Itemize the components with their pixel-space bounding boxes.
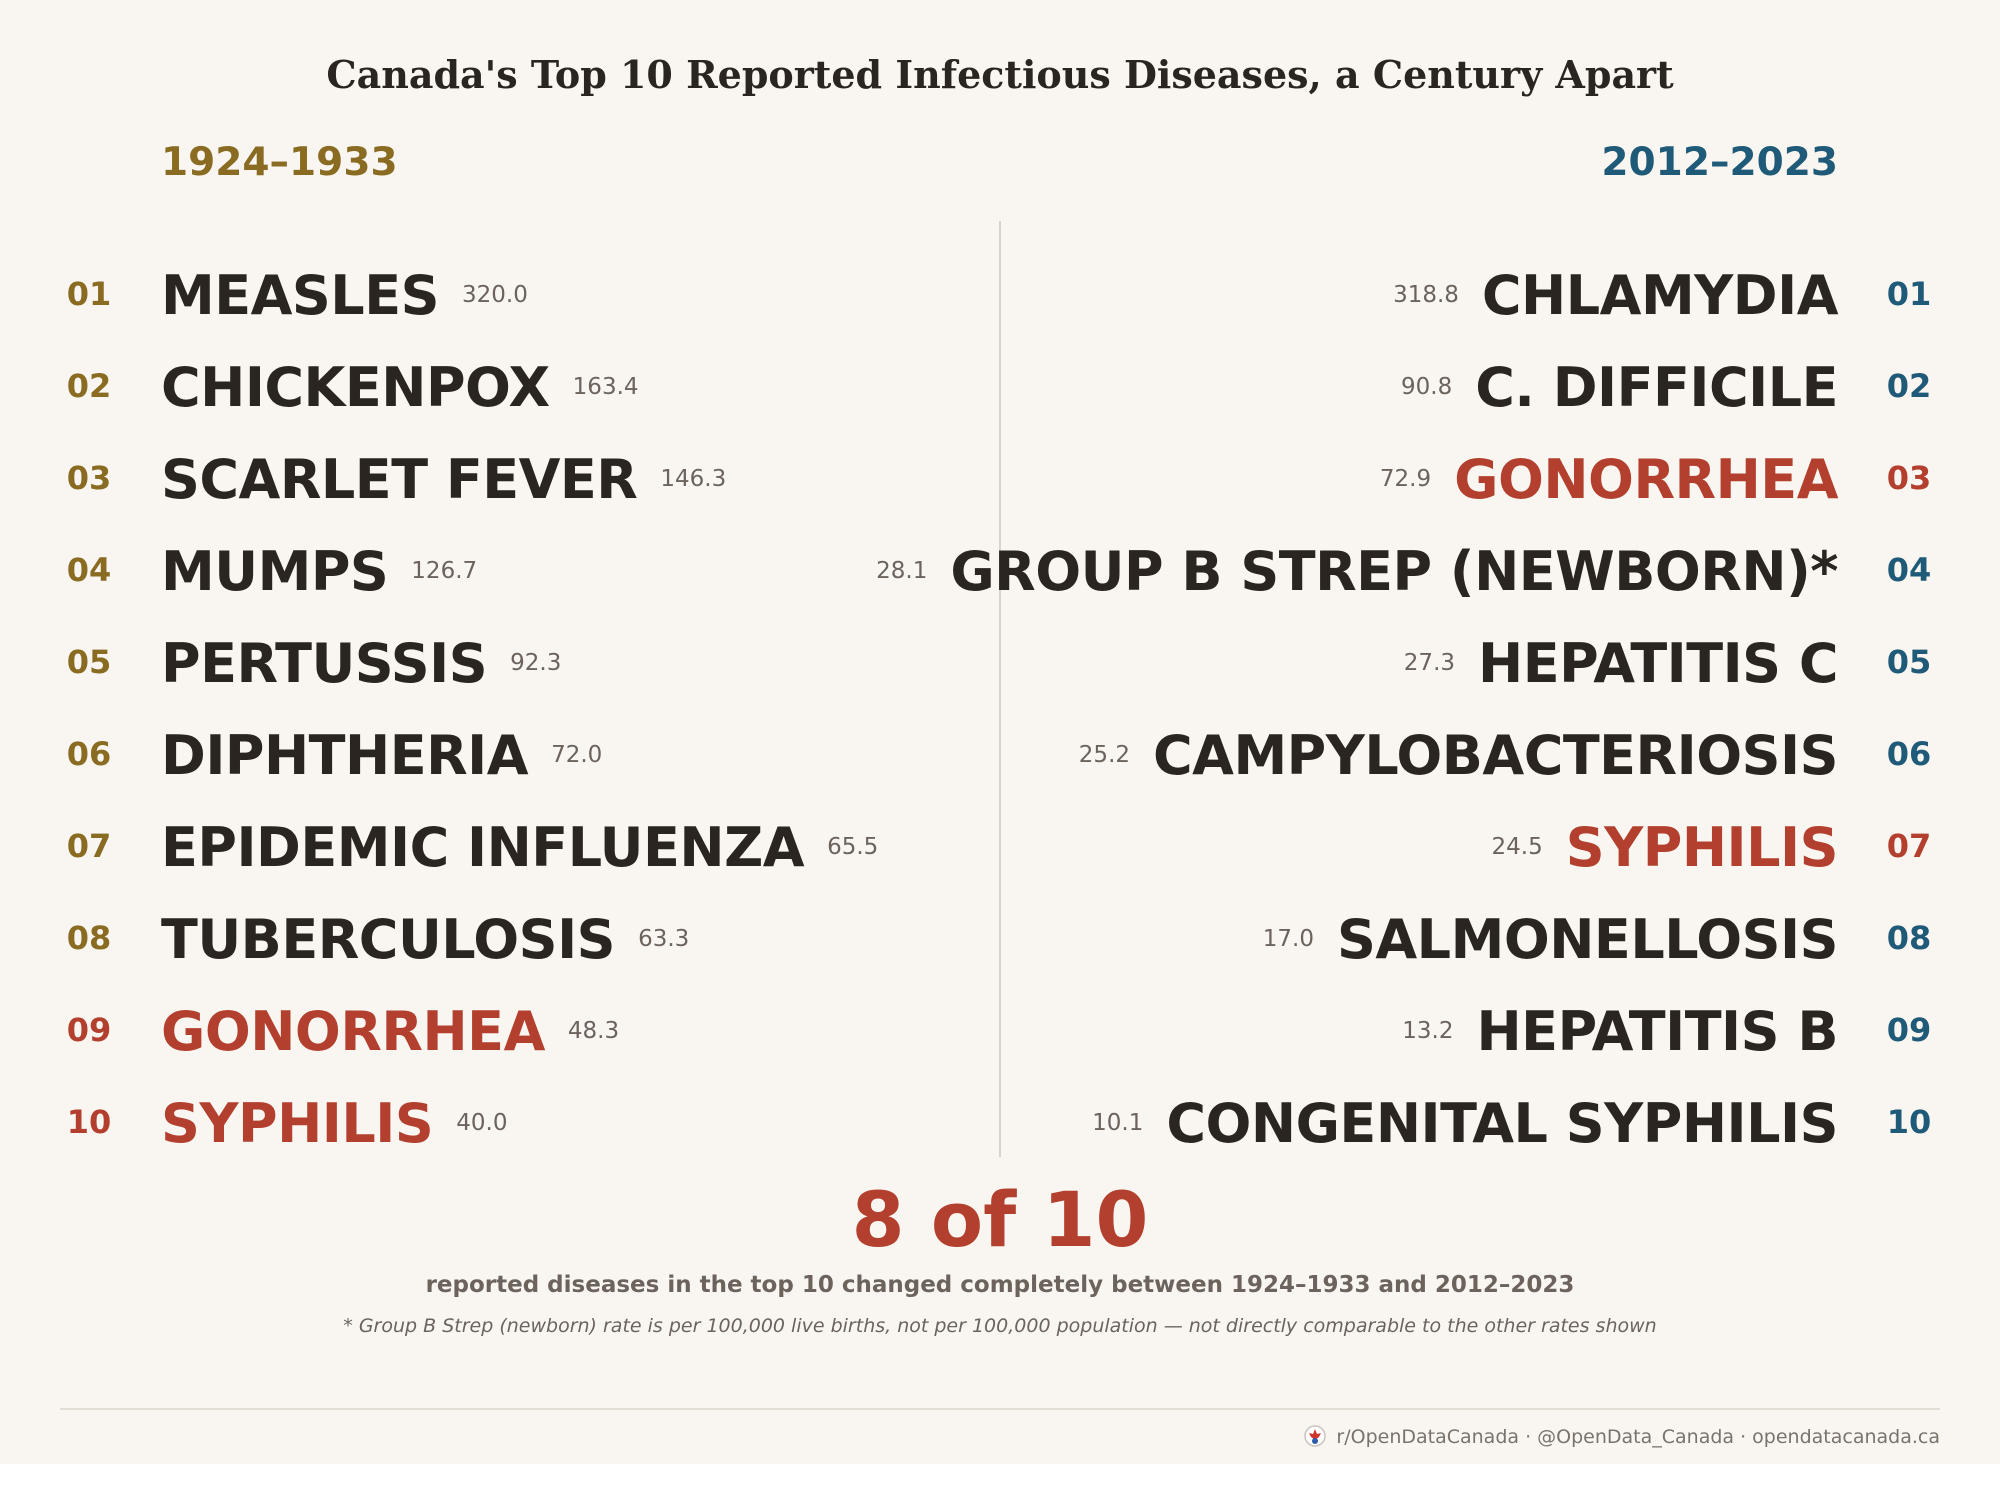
entry: 17.0 SALMONELLOSIS: [1262, 899, 1839, 979]
rank: 05: [1886, 643, 1932, 681]
rate: 28.1: [876, 558, 928, 584]
disease-name: GONORRHEA: [1454, 447, 1838, 511]
entry: 27.3 HEPATITIS C: [1403, 623, 1839, 703]
entry: SYPHILIS 40.0: [161, 1083, 507, 1163]
disease-name: MEASLES: [161, 263, 440, 327]
disease-name: DIPHTHERIA: [161, 723, 529, 787]
entry: CHICKENPOX 163.4: [161, 347, 639, 427]
disease-name: TUBERCULOSIS: [161, 907, 616, 971]
rank: 09: [1886, 1011, 1932, 1049]
rank: 01: [1886, 275, 1932, 313]
footnote: * Group B Strep (newborn) rate is per 10…: [343, 1315, 1657, 1337]
rate: 17.0: [1262, 926, 1314, 952]
disease-name: GROUP B STREP (NEWBORN)*: [950, 539, 1838, 603]
rank: 07: [1886, 827, 1932, 865]
entry: TUBERCULOSIS 63.3: [161, 899, 689, 979]
rank: 05: [66, 643, 112, 681]
entry: 13.2 HEPATITIS B: [1402, 991, 1838, 1071]
entry: 318.8 CHLAMYDIA: [1393, 255, 1838, 335]
disease-name: SALMONELLOSIS: [1337, 907, 1839, 971]
credits: r/OpenDataCanada · @OpenData_Canada · op…: [1336, 1426, 1940, 1448]
rate: 10.1: [1092, 1110, 1144, 1136]
rate: 92.3: [510, 650, 562, 676]
rate: 320.0: [462, 282, 528, 308]
rank: 02: [66, 367, 112, 405]
rate: 13.2: [1402, 1018, 1454, 1044]
rate: 126.7: [411, 558, 478, 584]
rate: 48.3: [567, 1018, 620, 1044]
rank: 06: [1886, 735, 1932, 773]
headline: 8 of 10: [851, 1175, 1149, 1264]
rank: 04: [66, 551, 112, 589]
entry: EPIDEMIC INFLUENZA 65.5: [161, 807, 878, 887]
disease-name: HEPATITIS C: [1478, 631, 1838, 695]
entry: 90.8 C. DIFFICILE: [1401, 347, 1838, 427]
period-label: 1924–1933: [161, 140, 398, 185]
entry: 24.5 SYPHILIS: [1491, 807, 1839, 887]
rate: 24.5: [1491, 834, 1543, 860]
disease-name: CONGENITAL SYPHILIS: [1166, 1091, 1838, 1155]
entry: MEASLES 320.0: [161, 255, 528, 335]
logo: [1304, 1425, 1326, 1447]
disease-name: EPIDEMIC INFLUENZA: [161, 815, 805, 879]
entry: 25.2 CAMPYLOBACTERIOSIS: [1078, 715, 1839, 795]
entry: SCARLET FEVER 146.3: [161, 439, 726, 519]
rank: 03: [1886, 459, 1932, 497]
rank: 08: [1886, 919, 1932, 957]
rule: [60, 1408, 1940, 1410]
period-label: 2012–2023: [1601, 140, 1838, 185]
disease-name: PERTUSSIS: [161, 631, 488, 695]
disease-name: CAMPYLOBACTERIOSIS: [1153, 723, 1838, 787]
summary-text: reported diseases in the top 10 changed …: [425, 1272, 1575, 1298]
entry: DIPHTHERIA 72.0: [161, 715, 602, 795]
rate: 27.3: [1403, 650, 1456, 676]
entry: PERTUSSIS 92.3: [161, 623, 561, 703]
rate: 72.9: [1379, 466, 1432, 492]
entry: 72.9 GONORRHEA: [1379, 439, 1839, 519]
title: Canada's Top 10 Reported Infectious Dise…: [326, 52, 1674, 97]
rate: 90.8: [1401, 374, 1453, 400]
rank: 03: [66, 459, 112, 497]
entry: 28.1 GROUP B STREP (NEWBORN)*: [876, 531, 1838, 611]
rate: 63.3: [638, 926, 690, 952]
rate: 163.4: [572, 374, 639, 400]
infographic: Canada's Top 10 Reported Infectious Dise…: [0, 0, 2000, 1464]
disease-name: MUMPS: [161, 539, 389, 603]
rank: 06: [66, 735, 112, 773]
rank: 08: [66, 919, 112, 957]
rank: 04: [1886, 551, 1932, 589]
rank: 02: [1886, 367, 1932, 405]
rank: 01: [66, 275, 112, 313]
disease-name: GONORRHEA: [161, 999, 545, 1063]
entry: MUMPS 126.7: [161, 531, 477, 611]
entry: 10.1 CONGENITAL SYPHILIS: [1092, 1083, 1838, 1163]
entry: GONORRHEA 48.3: [161, 991, 619, 1071]
disease-name: CHICKENPOX: [161, 355, 550, 419]
rank: 10: [1886, 1103, 1932, 1141]
rate: 72.0: [551, 742, 603, 768]
disease-name: SYPHILIS: [161, 1091, 434, 1155]
disease-name: SCARLET FEVER: [161, 447, 638, 511]
rate: 65.5: [827, 834, 879, 860]
rate: 25.2: [1078, 742, 1131, 768]
disease-name: HEPATITIS B: [1476, 999, 1838, 1063]
rank: 07: [66, 827, 112, 865]
rank: 09: [66, 1011, 112, 1049]
disease-name: C. DIFFICILE: [1475, 355, 1838, 419]
rate: 146.3: [660, 466, 727, 492]
disease-name: SYPHILIS: [1565, 815, 1839, 879]
divider: [999, 221, 1001, 1157]
rate: 318.8: [1393, 282, 1459, 308]
rank: 10: [66, 1103, 112, 1141]
rate: 40.0: [456, 1110, 508, 1136]
disease-name: CHLAMYDIA: [1481, 263, 1839, 327]
